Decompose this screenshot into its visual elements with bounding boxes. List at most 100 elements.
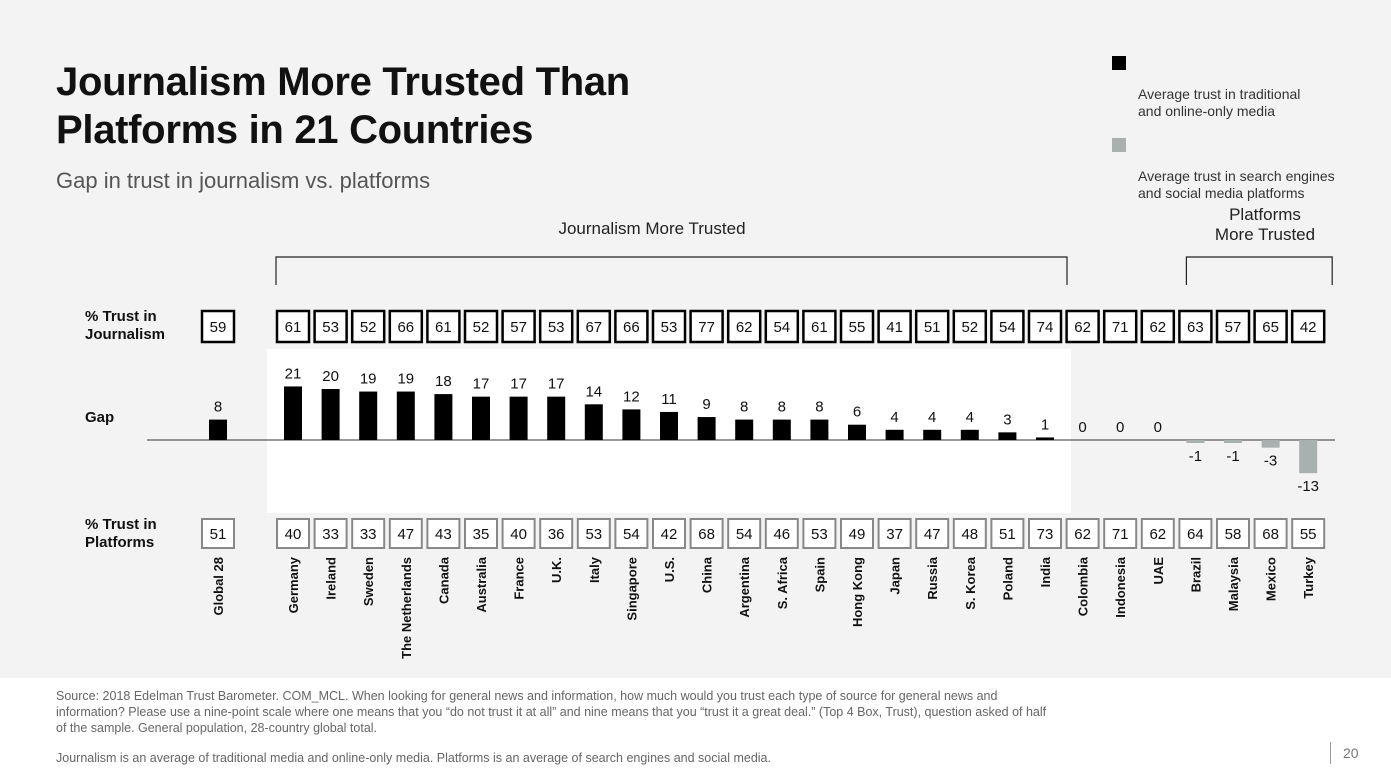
country-label-mexico: Mexico [1264,557,1279,601]
journalism-value-mexico: 65 [1262,319,1279,336]
country-label-france: France [512,557,527,600]
journalism-box-france [501,309,536,344]
gap-label-argentina: 8 [740,399,748,416]
platforms-box-germany [276,518,310,549]
platforms-value-brazil: 64 [1187,526,1204,543]
platforms-box-italy [576,518,611,549]
bracket-platforms-more [1185,256,1333,285]
journalism-value-russia: 51 [924,319,941,336]
country-label-turkey: Turkey [1301,556,1316,598]
gap-label-brazil: -1 [1189,448,1202,465]
gap-bar-turkey [1299,440,1318,474]
journalism-box-indonesia [1102,309,1138,344]
journalism-box-italy [576,309,612,344]
journalism-box-brazil [1178,309,1213,344]
journalism-value-singapore: 66 [623,319,640,336]
gap-label-sweden: 19 [360,371,377,388]
platforms-box-spain [802,518,837,549]
gap-bar-poland [998,432,1017,440]
journalism-value-s-africa: 54 [773,319,790,336]
platforms-value-global-28: 51 [210,526,227,543]
platforms-box-china [689,518,724,549]
journalism-value-indonesia: 71 [1112,319,1129,336]
gap-bar-the-netherlands [396,391,415,440]
gap-label-mexico: -3 [1264,453,1277,470]
platforms-box-turkey [1291,518,1326,549]
platforms-box-indonesia [1103,518,1138,549]
row-label-gap: Gap [85,409,115,426]
gap-bar-brazil [1186,440,1205,443]
journalism-value-india: 74 [1037,319,1054,336]
country-label-u-s: U.S. [662,557,677,582]
country-label-germany: Germany [286,556,301,613]
page-subtitle: Gap in trust in journalism vs. platforms [56,168,431,193]
platforms-box-u-s [652,518,686,549]
gap-label-russia: 4 [928,409,936,426]
platforms-value-colombia: 62 [1074,526,1091,543]
country-label-canada: Canada [436,556,451,604]
journalism-box-mexico [1253,309,1288,344]
platforms-box-argentina [727,518,762,549]
gap-bar-ireland [321,389,340,440]
gap-bar-global-28 [209,419,227,440]
gap-bar-u-k [547,396,566,440]
footer-source: Source: 2018 Edelman Trust Barometer. CO… [56,689,1047,735]
gap-bar-spain [810,419,829,440]
journalism-box-hong-kong [839,309,875,344]
journalism-box-australia [463,309,499,344]
gap-label-colombia: 0 [1078,419,1086,436]
gap-label-the-netherlands: 19 [397,371,414,388]
page-number: 20 [1330,742,1359,764]
journalism-value-china: 77 [698,319,715,336]
row-label-journalism: % Trust in Journalism [85,308,166,343]
country-label-colombia: Colombia [1076,556,1091,616]
journalism-value-brazil: 63 [1187,319,1204,336]
platforms-value-france: 40 [510,526,527,543]
gap-bar-russia [923,429,942,440]
country-label-s-korea: S. Korea [963,556,978,610]
journalism-value-u-s: 53 [661,319,678,336]
platforms-box-russia [915,518,950,549]
gap-label-india: 1 [1041,416,1049,433]
platforms-value-japan: 37 [886,526,903,543]
journalism-box-japan [877,309,912,344]
platforms-box-mexico [1253,518,1288,549]
gap-bar-india [1036,437,1054,440]
journalism-box-argentina [726,309,762,344]
legend-swatch-gray [1112,138,1126,152]
platforms-value-spain: 53 [811,526,828,543]
gap-bar-s-korea [960,429,979,440]
gap-label-singapore: 12 [623,388,640,405]
journalism-box-s-korea [952,309,988,344]
gap-bar-france [509,396,528,440]
platforms-box-ireland [313,518,348,549]
gap-bar-australia [472,396,490,440]
platforms-value-singapore: 54 [623,526,640,543]
country-label-s-africa: S. Africa [775,556,790,609]
platforms-value-indonesia: 71 [1112,526,1129,543]
group-label-journalism-more: Journalism More Trusted [558,219,746,238]
journalism-value-sweden: 52 [360,319,377,336]
country-label-brazil: Brazil [1188,557,1203,592]
journalism-value-global-28: 59 [210,319,227,336]
journalism-box-china [689,309,724,344]
platforms-box-brazil [1178,518,1213,549]
journalism-box-u-k [538,309,574,344]
country-label-india: India [1038,556,1053,587]
platforms-box-sweden [351,518,386,549]
country-label-italy: Italy [587,556,602,583]
gap-label-u-s: 11 [661,391,677,408]
country-label-indonesia: Indonesia [1113,556,1128,617]
country-label-uae: UAE [1151,557,1166,585]
platforms-value-s-africa: 46 [773,526,790,543]
country-label-china: China [700,556,715,593]
gap-label-canada: 18 [435,373,452,390]
footer-note: Journalism is an average of traditional … [56,751,771,765]
gap-label-poland: 3 [1003,411,1011,428]
country-label-the-netherlands: The Netherlands [399,557,414,659]
journalism-value-s-korea: 52 [961,319,978,336]
country-label-russia: Russia [925,556,940,599]
gap-label-ireland: 20 [322,368,339,385]
journalism-box-germany [275,309,311,344]
